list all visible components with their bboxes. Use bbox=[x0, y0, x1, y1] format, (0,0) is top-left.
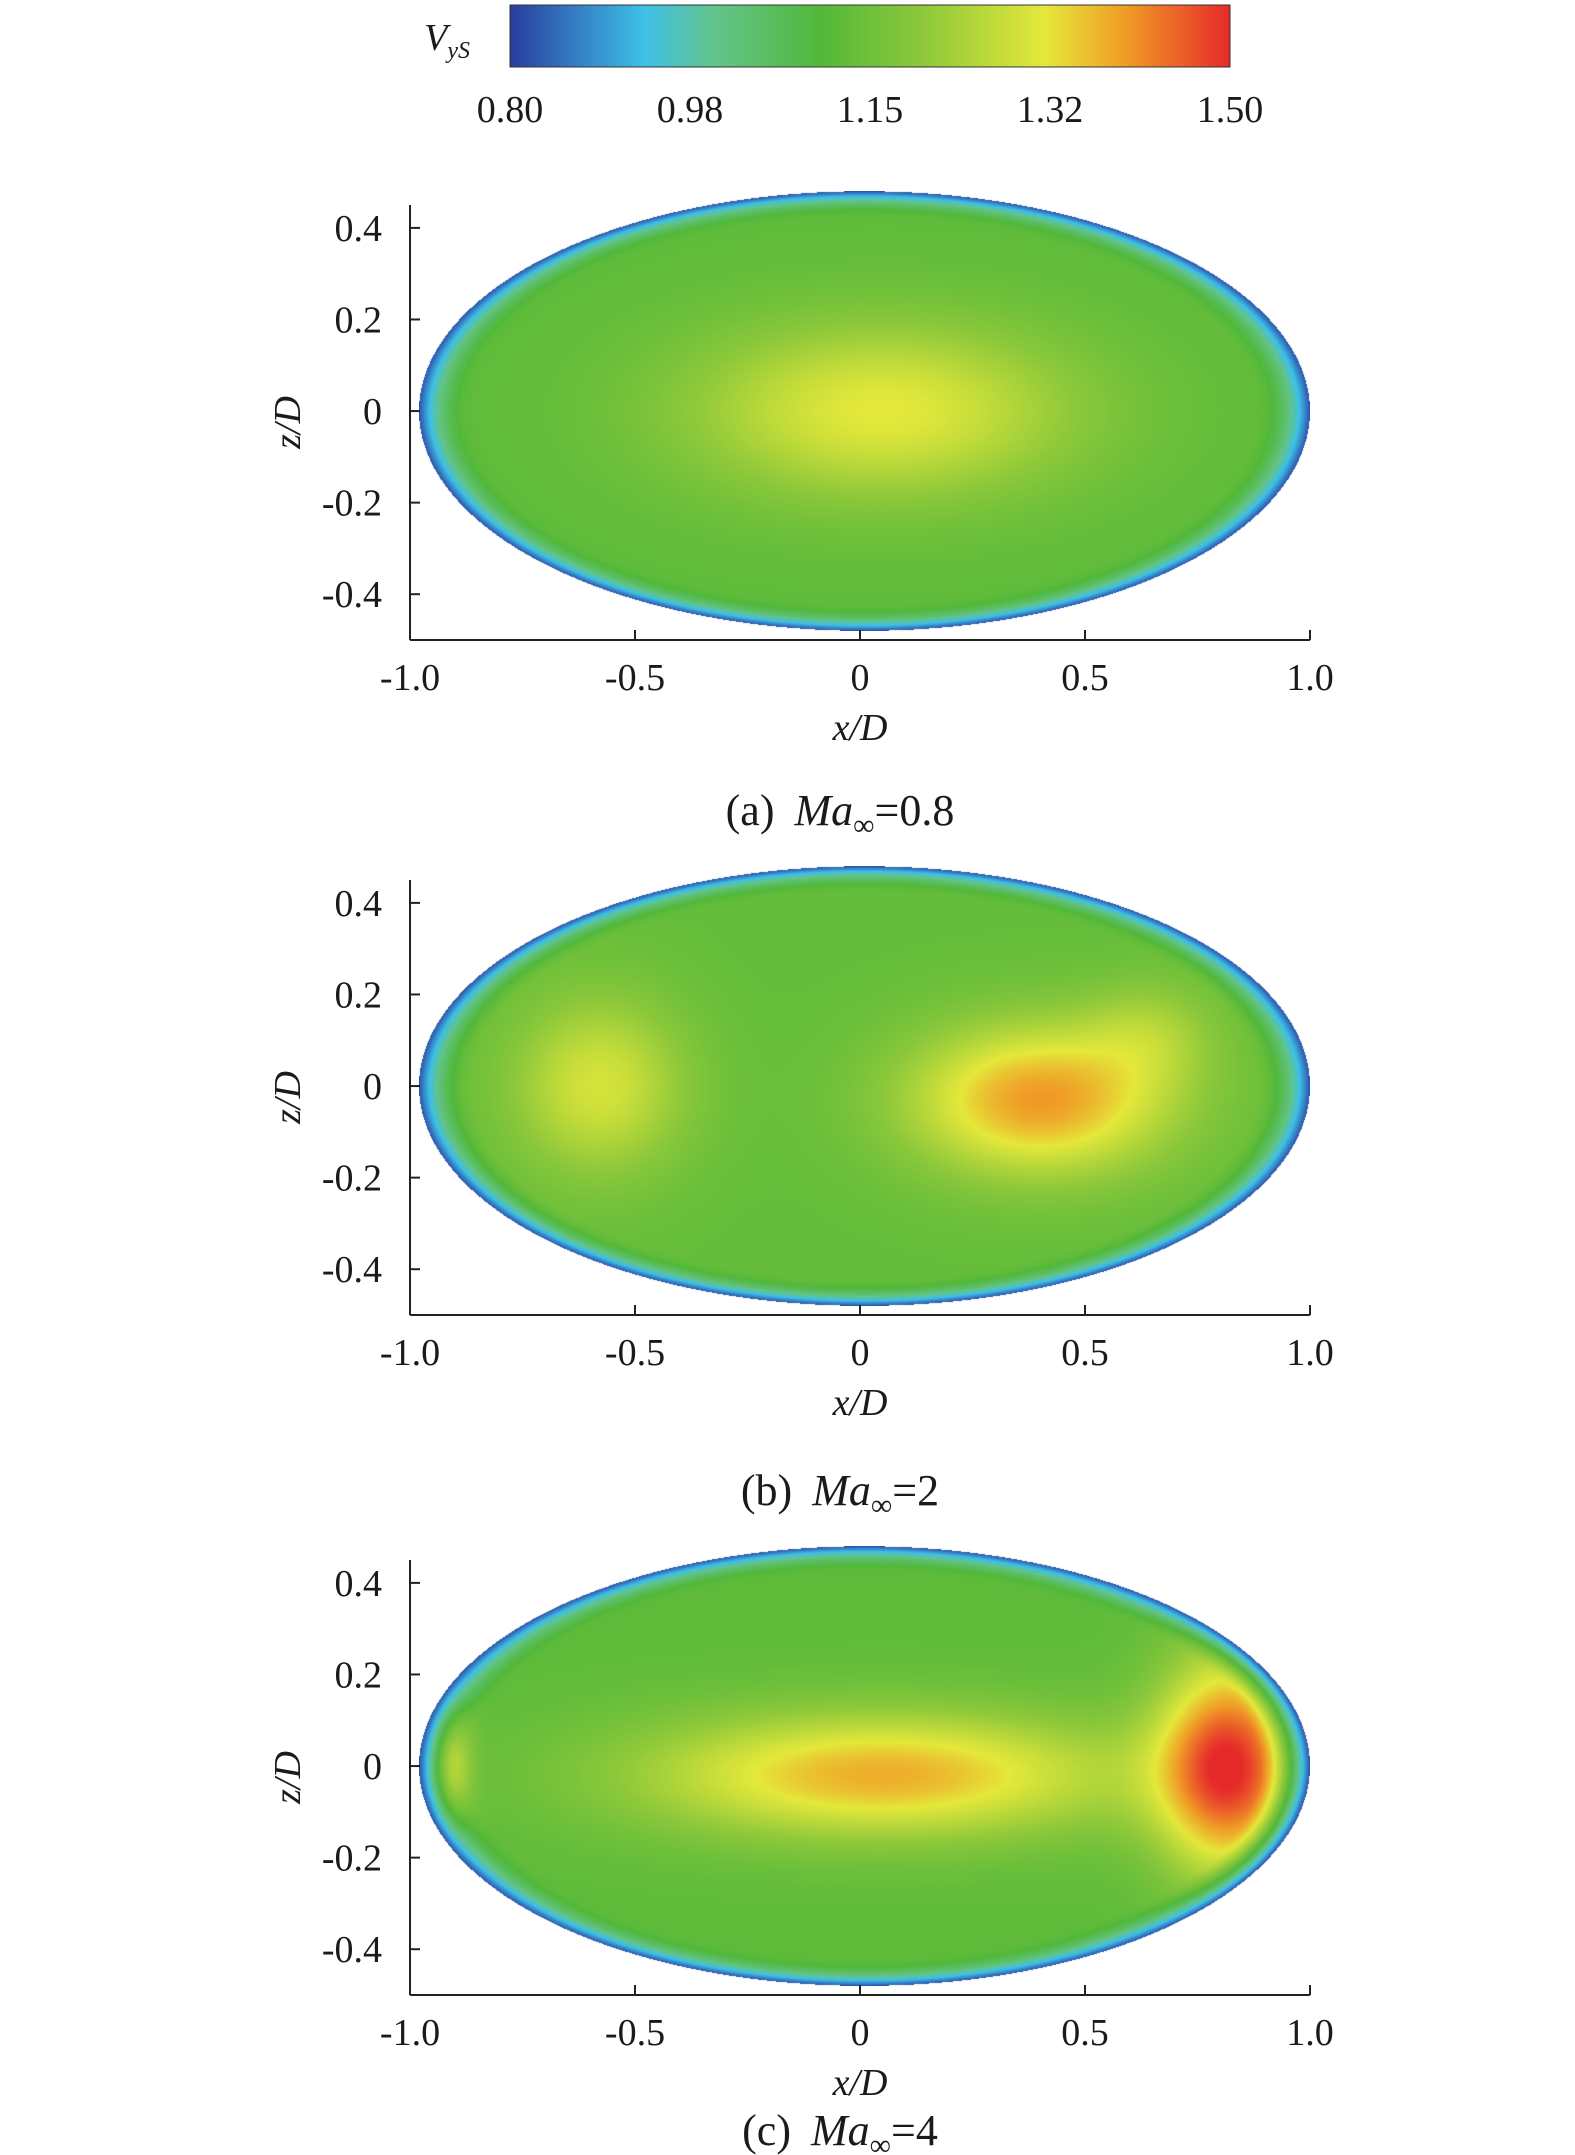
colorbar-tick-label: 0.98 bbox=[657, 89, 724, 131]
x-tick-label: 0.5 bbox=[1061, 2012, 1109, 2054]
caption-sub: ∞ bbox=[870, 2129, 891, 2155]
x-tick-label: 0.5 bbox=[1061, 1332, 1109, 1374]
colorbar-var: V bbox=[424, 17, 451, 59]
x-tick-label: 0.5 bbox=[1061, 657, 1109, 699]
y-tick-label: 0.4 bbox=[335, 208, 383, 250]
y-tick-label: -0.2 bbox=[322, 483, 382, 525]
x-tick-label: 0 bbox=[851, 1332, 870, 1374]
colorbar-tick-label: 1.15 bbox=[837, 89, 904, 131]
y-tick-label: -0.2 bbox=[322, 1838, 382, 1880]
colorbar-tick-label: 1.50 bbox=[1197, 89, 1264, 131]
y-axis-var: z bbox=[267, 1789, 309, 1805]
contour-field bbox=[419, 866, 1310, 1306]
x-axis-label: x/D bbox=[832, 1382, 888, 1424]
x-axis-var: x bbox=[832, 707, 850, 749]
caption-label: (b) bbox=[741, 1466, 792, 1515]
panel-a: -1.0 -0.5 0 0.5 1.00.40.20-0.2-0.4x/Dz/D(a) M… bbox=[267, 191, 1334, 842]
caption-label: (a) bbox=[726, 786, 775, 835]
caption-var: Ma bbox=[811, 1466, 871, 1515]
colorbar-tick-labels: 0.80 0.98 1.15 1.32 1.50 bbox=[477, 89, 1264, 131]
y-tick-label: 0.4 bbox=[335, 1563, 383, 1605]
colorbar-title: VyS bbox=[424, 17, 470, 64]
x-tick-label: -1.0 bbox=[380, 1332, 440, 1374]
x-tick-label: 1.0 bbox=[1286, 657, 1334, 699]
y-axis-label: z/D bbox=[267, 396, 309, 450]
x-tick-label: -1.0 bbox=[380, 657, 440, 699]
y-axis-rest: /D bbox=[267, 396, 309, 436]
y-tick-label: -0.4 bbox=[322, 1929, 382, 1971]
caption-value: =2 bbox=[892, 1466, 939, 1515]
x-axis-var: x bbox=[832, 2062, 850, 2104]
y-axis-label: z/D bbox=[267, 1071, 309, 1125]
caption-var: Ma bbox=[793, 786, 853, 835]
y-tick-label: 0.2 bbox=[335, 974, 383, 1016]
y-axis-var: z bbox=[267, 1109, 309, 1125]
x-axis-rest: /D bbox=[847, 707, 887, 749]
y-axis-var: z bbox=[267, 434, 309, 450]
x-tick-label: -0.5 bbox=[605, 2012, 665, 2054]
x-tick-label: 1.0 bbox=[1286, 2012, 1334, 2054]
x-tick-label: 1.0 bbox=[1286, 1332, 1334, 1374]
y-tick-label: -0.2 bbox=[322, 1158, 382, 1200]
x-tick-label: 0 bbox=[851, 2012, 870, 2054]
caption-sub: ∞ bbox=[853, 809, 874, 842]
x-tick-label: 0 bbox=[851, 657, 870, 699]
colorbar: VyS 0.80 0.98 1.15 1.32 1.50 bbox=[424, 4, 1264, 131]
y-tick-label: -0.4 bbox=[322, 574, 382, 616]
x-axis-rest: /D bbox=[847, 1382, 887, 1424]
colorbar-var-sub: yS bbox=[445, 38, 470, 64]
panel-caption: (a) Ma∞=0.8 bbox=[726, 786, 955, 842]
contour-field bbox=[419, 191, 1310, 631]
caption-value: =4 bbox=[891, 2106, 938, 2155]
x-axis-label: x/D bbox=[832, 2062, 888, 2104]
panels: -1.0 -0.5 0 0.5 1.00.40.20-0.2-0.4x/Dz/D(a) M… bbox=[267, 191, 1334, 2155]
panel-b: -1.0 -0.5 0 0.5 1.00.40.20-0.2-0.4x/Dz/D(b) M… bbox=[267, 866, 1334, 1522]
x-tick-label: -1.0 bbox=[380, 2012, 440, 2054]
y-axis-label: z/D bbox=[267, 1751, 309, 1805]
y-tick-label: 0.2 bbox=[335, 299, 383, 341]
colorbar-tick-label: 0.80 bbox=[477, 89, 544, 131]
x-axis-rest: /D bbox=[847, 2062, 887, 2104]
panel-caption: (c) Ma∞=4 bbox=[742, 2106, 938, 2155]
caption-var: Ma bbox=[810, 2106, 870, 2155]
y-tick-label: 0 bbox=[363, 391, 382, 433]
x-tick-label: -0.5 bbox=[605, 657, 665, 699]
caption-value: =0.8 bbox=[875, 786, 955, 835]
y-axis-rest: /D bbox=[267, 1071, 309, 1111]
y-tick-label: 0.2 bbox=[335, 1654, 383, 1696]
y-tick-label: 0 bbox=[363, 1746, 382, 1788]
y-axis-rest: /D bbox=[267, 1751, 309, 1791]
y-tick-label: 0 bbox=[363, 1066, 382, 1108]
panel-caption: (b) Ma∞=2 bbox=[741, 1466, 939, 1522]
x-axis-var: x bbox=[832, 1382, 850, 1424]
x-axis-label: x/D bbox=[832, 707, 888, 749]
y-tick-label: 0.4 bbox=[335, 883, 383, 925]
y-tick-label: -0.4 bbox=[322, 1249, 382, 1291]
contour-field bbox=[419, 1546, 1310, 1986]
caption-sub: ∞ bbox=[871, 1489, 892, 1522]
colorbar-tick-label: 1.32 bbox=[1017, 89, 1084, 131]
x-tick-label: -0.5 bbox=[605, 1332, 665, 1374]
caption-label: (c) bbox=[742, 2106, 791, 2155]
colorbar-bar bbox=[509, 4, 1231, 68]
panel-c: -1.0 -0.5 0 0.5 1.00.40.20-0.2-0.4x/Dz/D(c) M… bbox=[267, 1546, 1334, 2155]
